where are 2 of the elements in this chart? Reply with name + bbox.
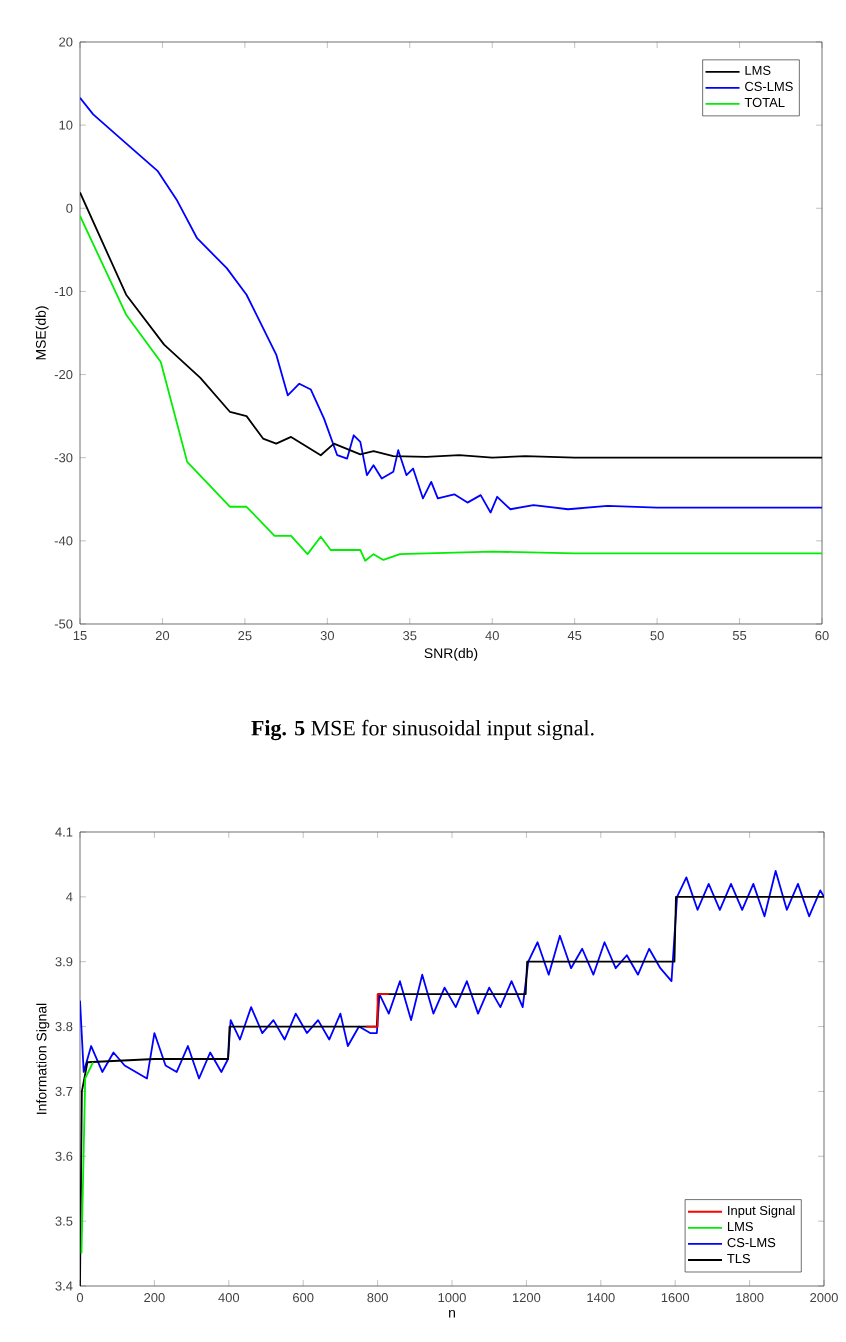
line-series: [80, 870, 825, 1080]
text: Fig. 5 MSE for sinusoidal input signal.: [251, 719, 594, 741]
